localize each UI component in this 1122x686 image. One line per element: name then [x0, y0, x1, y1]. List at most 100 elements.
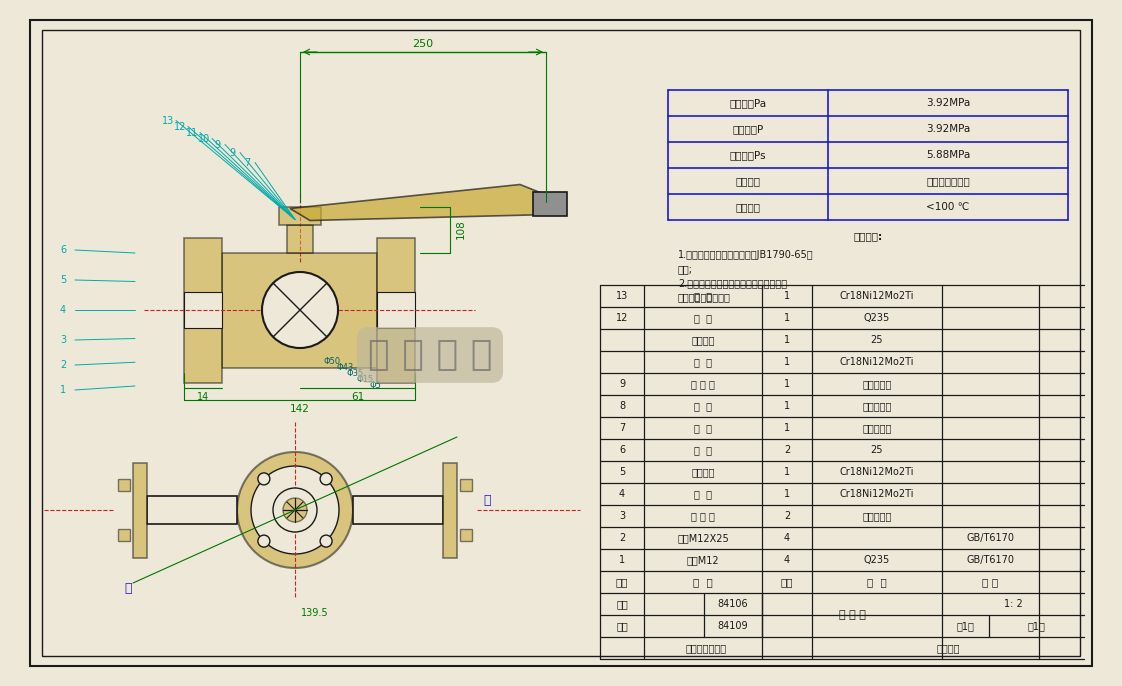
Circle shape — [251, 466, 339, 554]
Text: 适用温度: 适用温度 — [736, 202, 761, 212]
Text: 9: 9 — [619, 379, 625, 389]
Text: 2: 2 — [784, 511, 790, 521]
Text: 聚四氟乙烯: 聚四氟乙烯 — [863, 379, 892, 389]
Text: 1: 1 — [784, 401, 790, 411]
Text: 5: 5 — [619, 467, 625, 477]
Text: 技术要求:: 技术要求: — [854, 231, 883, 241]
Bar — [147, 496, 237, 524]
Text: 球  心: 球 心 — [695, 489, 712, 499]
Text: 13: 13 — [162, 115, 174, 126]
Text: GB/T6170: GB/T6170 — [966, 533, 1014, 543]
Bar — [279, 206, 321, 224]
Bar — [377, 237, 415, 383]
Text: 聚四氟乙烯: 聚四氟乙烯 — [863, 511, 892, 521]
Text: 名  称: 名 称 — [693, 577, 712, 587]
Text: 9: 9 — [229, 147, 236, 158]
Text: 2: 2 — [619, 533, 625, 543]
Text: Cr18Ni12Mo2Ti: Cr18Ni12Mo2Ti — [839, 291, 914, 301]
Text: 11: 11 — [186, 128, 199, 137]
Text: 实验压力Ps: 实验压力Ps — [729, 150, 766, 160]
Text: 图 文 设 计: 图 文 设 计 — [368, 338, 493, 372]
Text: 公称压力Pa: 公称压力Pa — [729, 98, 766, 108]
Text: 3: 3 — [59, 335, 66, 345]
Bar — [353, 496, 443, 524]
Text: 139.5: 139.5 — [301, 608, 329, 618]
Bar — [377, 292, 415, 328]
Text: 垫  环: 垫 环 — [695, 401, 712, 411]
Text: 密 封 圈: 密 封 圈 — [691, 511, 715, 521]
Text: 7: 7 — [243, 158, 250, 167]
Text: Φ43: Φ43 — [337, 364, 353, 372]
Text: 4: 4 — [784, 533, 790, 543]
Text: 12: 12 — [174, 121, 186, 132]
Bar — [184, 292, 222, 328]
Bar — [533, 191, 567, 215]
Text: 2.不锈钢材料进厂后做化学分析的腐蚀性: 2.不锈钢材料进厂后做化学分析的腐蚀性 — [678, 278, 788, 288]
Text: 6: 6 — [59, 245, 66, 255]
Text: 3.92MPa: 3.92MPa — [926, 124, 971, 134]
Text: 6: 6 — [619, 445, 625, 455]
Text: 阀体接头: 阀体接头 — [691, 467, 715, 477]
Text: 开: 开 — [125, 582, 131, 595]
Text: 1: 1 — [784, 357, 790, 367]
Text: 1: 1 — [784, 313, 790, 323]
Text: Q235: Q235 — [864, 313, 890, 323]
Text: 第1张: 第1张 — [1028, 621, 1046, 631]
Text: 4: 4 — [59, 305, 66, 315]
Text: 校核: 校核 — [616, 621, 628, 631]
Text: 阀  体: 阀 体 — [695, 357, 712, 367]
Text: <100 ℃: <100 ℃ — [927, 202, 969, 212]
Text: 4: 4 — [619, 489, 625, 499]
Text: 1: 1 — [784, 291, 790, 301]
Text: 250: 250 — [413, 39, 433, 49]
Bar — [460, 529, 472, 541]
Text: 1: 1 — [784, 379, 790, 389]
Text: GB/T6170: GB/T6170 — [966, 555, 1014, 565]
Circle shape — [273, 488, 318, 532]
Text: Cr18Ni12Mo2Ti: Cr18Ni12Mo2Ti — [839, 489, 914, 499]
Text: 3.92MPa: 3.92MPa — [926, 98, 971, 108]
Text: 84109: 84109 — [718, 621, 748, 631]
Text: 序号: 序号 — [616, 577, 628, 587]
Text: 1: 1 — [784, 335, 790, 345]
Text: 规定;: 规定; — [678, 264, 693, 274]
Bar — [287, 224, 313, 252]
Bar — [443, 462, 457, 558]
Circle shape — [320, 473, 332, 485]
Text: 1: 2: 1: 2 — [1003, 599, 1022, 609]
Text: 8: 8 — [619, 401, 625, 411]
Text: 142: 142 — [291, 403, 310, 414]
Text: 板  手: 板 手 — [695, 313, 712, 323]
Circle shape — [263, 272, 338, 348]
Text: 84106: 84106 — [718, 599, 748, 609]
Text: 螺柱M12X25: 螺柱M12X25 — [677, 533, 729, 543]
Text: （校名，班号）: （校名，班号） — [686, 643, 727, 653]
Text: 备 注: 备 注 — [983, 577, 999, 587]
Text: 螺纹压环: 螺纹压环 — [691, 335, 715, 345]
Text: 1: 1 — [59, 385, 66, 395]
Circle shape — [320, 535, 332, 547]
Text: 1: 1 — [619, 555, 625, 565]
Text: Φ35: Φ35 — [347, 370, 364, 379]
Text: 数量: 数量 — [781, 577, 793, 587]
Text: Φ5: Φ5 — [369, 381, 381, 390]
Text: 密封压力P: 密封压力P — [733, 124, 764, 134]
Text: 密 封 环: 密 封 环 — [691, 379, 715, 389]
Text: 1.制造与验收技术条件应符合JB1790-65的: 1.制造与验收技术条件应符合JB1790-65的 — [678, 250, 813, 260]
Text: 7: 7 — [619, 423, 625, 433]
Circle shape — [258, 473, 270, 485]
Text: 9: 9 — [214, 139, 220, 150]
Text: 5.88MPa: 5.88MPa — [926, 150, 971, 160]
Bar — [460, 479, 472, 491]
Text: Q235: Q235 — [864, 555, 890, 565]
Text: 25: 25 — [871, 335, 883, 345]
Text: 材  料: 材 料 — [867, 577, 886, 587]
Text: 球 心 阀: 球 心 阀 — [838, 610, 865, 620]
Text: 醋酸磷酸液硫酸: 醋酸磷酸液硫酸 — [926, 176, 969, 186]
Circle shape — [283, 498, 307, 522]
Text: 4: 4 — [784, 555, 790, 565]
Text: Φ15: Φ15 — [357, 375, 374, 384]
Text: Φ50: Φ50 — [323, 357, 341, 366]
Circle shape — [237, 452, 353, 568]
Text: 螺母M12: 螺母M12 — [687, 555, 719, 565]
